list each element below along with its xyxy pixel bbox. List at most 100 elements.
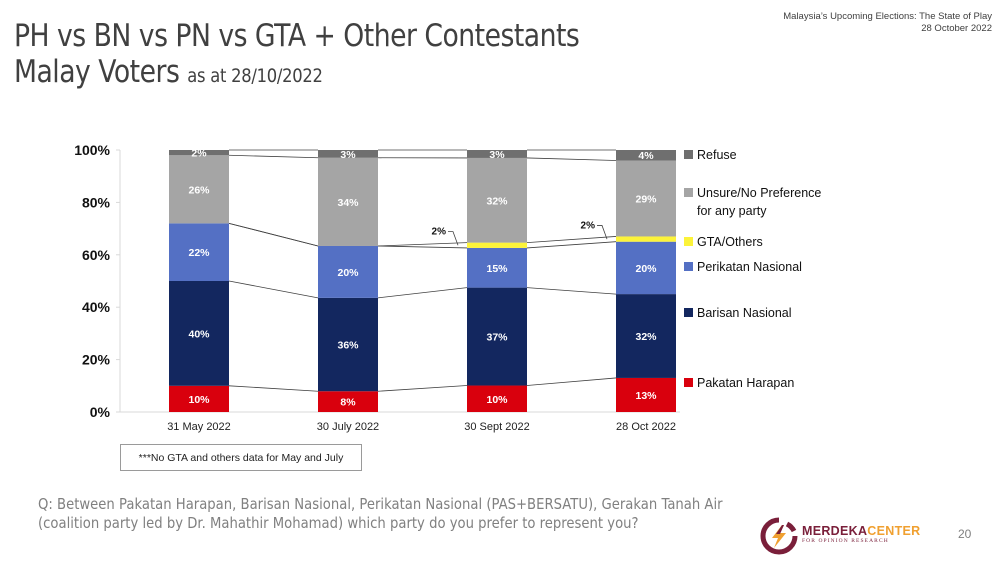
series-connector-line	[228, 385, 319, 392]
data-label: 22%	[188, 247, 210, 259]
legend-swatch	[684, 262, 693, 271]
series-connector-line	[526, 241, 617, 249]
y-tick-label: 60%	[82, 247, 111, 263]
logo-name-part1: MERDEKA	[802, 524, 868, 538]
x-tick-label: 30 Sept 2022	[464, 421, 529, 433]
y-tick-label: 100%	[74, 142, 110, 158]
bar-segment	[616, 150, 676, 161]
bar-segment	[616, 294, 676, 378]
bar-segment	[318, 391, 378, 412]
question-line-2: (coalition party led by Dr. Mahathir Moh…	[38, 514, 639, 532]
series-connector-line	[228, 154, 319, 159]
data-label: 32%	[635, 331, 657, 343]
bar-segment	[616, 236, 676, 242]
bar-segment	[169, 150, 229, 156]
data-label: 10%	[188, 394, 210, 406]
data-label: 3%	[340, 149, 356, 161]
merdeka-center-logo: MERDEKACENTER FOR OPINION RESEARCH	[760, 517, 921, 555]
data-label: 2%	[581, 220, 596, 231]
bar-segment	[616, 160, 676, 237]
data-label: 13%	[635, 390, 657, 402]
data-label-leader	[597, 225, 608, 240]
bar-segment	[616, 241, 676, 295]
data-label: 10%	[486, 394, 508, 406]
series-connector-line	[526, 236, 617, 244]
report-header: Malaysia’s Upcoming Elections: The State…	[783, 11, 992, 35]
legend-swatch	[684, 188, 693, 197]
legend-label: Refuse	[697, 148, 737, 162]
survey-question: Q: Between Pakatan Harapan, Barisan Nasi…	[38, 495, 723, 533]
data-label: 2%	[432, 227, 447, 238]
bar-segment	[467, 150, 527, 158]
bar-segment	[169, 223, 229, 281]
data-label: 32%	[486, 195, 508, 207]
footnote-box: ***No GTA and others data for May and Ju…	[120, 444, 362, 471]
legend-label: for any party	[697, 204, 767, 218]
y-tick-label: 40%	[82, 299, 111, 315]
series-connector-line	[526, 157, 617, 161]
legend-swatch	[684, 378, 693, 387]
legend-swatch	[684, 237, 693, 246]
series-connector-line	[377, 385, 468, 392]
bar-segment	[169, 281, 229, 386]
bar-segment	[616, 377, 676, 412]
question-line-1: Q: Between Pakatan Harapan, Barisan Nasi…	[38, 495, 723, 513]
bar-segment	[467, 385, 527, 412]
subtitle-main: Malay Voters	[14, 54, 180, 90]
series-connector-line	[228, 280, 319, 299]
data-label: 20%	[337, 267, 359, 279]
lightning-circle-icon	[760, 517, 798, 555]
data-label: 3%	[489, 149, 505, 161]
bar-segment	[318, 297, 378, 392]
logo-tagline: FOR OPINION RESEARCH	[802, 538, 889, 544]
x-tick-label: 28 Oct 2022	[616, 421, 676, 433]
y-tick-label: 80%	[82, 194, 111, 210]
bar-segment	[169, 385, 229, 412]
data-label: 8%	[340, 397, 356, 409]
legend-label: GTA/Others	[697, 235, 763, 249]
bar-segment	[467, 247, 527, 288]
logo-text: MERDEKACENTER FOR OPINION RESEARCH	[802, 524, 921, 546]
report-date: 28 October 2022	[921, 23, 992, 34]
bar-segment	[169, 155, 229, 224]
slide-title: PH vs BN vs PN vs GTA + Other Contestant…	[14, 18, 580, 54]
data-label: 2%	[191, 148, 207, 160]
legend-label: Pakatan Harapan	[697, 376, 794, 390]
legend-swatch	[684, 150, 693, 159]
data-label: 34%	[337, 197, 359, 209]
data-label: 29%	[635, 193, 657, 205]
page-number: 20	[958, 527, 972, 541]
bar-segment	[467, 157, 527, 243]
series-connector-line	[228, 222, 319, 247]
data-label-leader	[448, 231, 459, 246]
bar-segment	[318, 245, 378, 298]
data-label: 15%	[486, 263, 508, 275]
x-tick-label: 30 July 2022	[317, 421, 379, 433]
data-label: 26%	[188, 184, 210, 196]
y-tick-label: 20%	[82, 352, 111, 368]
series-connector-line	[526, 287, 617, 295]
series-connector-line	[526, 377, 617, 386]
legend-label: Unsure/No Preference	[697, 186, 821, 200]
data-label: 40%	[188, 328, 210, 340]
subtitle-date: as at 28/10/2022	[187, 65, 323, 87]
bar-segment	[318, 157, 378, 246]
logo-name-part2: CENTER	[867, 524, 921, 538]
data-label: 20%	[635, 263, 657, 275]
bar-segment	[318, 150, 378, 158]
data-label: 4%	[638, 150, 654, 162]
bar-segment	[467, 242, 527, 248]
series-connector-line	[377, 287, 468, 299]
x-tick-label: 31 May 2022	[167, 421, 231, 433]
report-title: Malaysia’s Upcoming Elections: The State…	[783, 11, 992, 22]
legend-label: Perikatan Nasional	[697, 260, 802, 274]
slide-subtitle: Malay Voters as at 28/10/2022	[14, 54, 323, 94]
legend-label: Barisan Nasional	[697, 306, 792, 320]
data-label: 37%	[486, 332, 508, 344]
bar-segment	[467, 287, 527, 386]
series-connector-line	[377, 242, 468, 247]
legend-swatch	[684, 308, 693, 317]
series-connector-line	[377, 245, 468, 249]
data-label: 36%	[337, 340, 359, 352]
